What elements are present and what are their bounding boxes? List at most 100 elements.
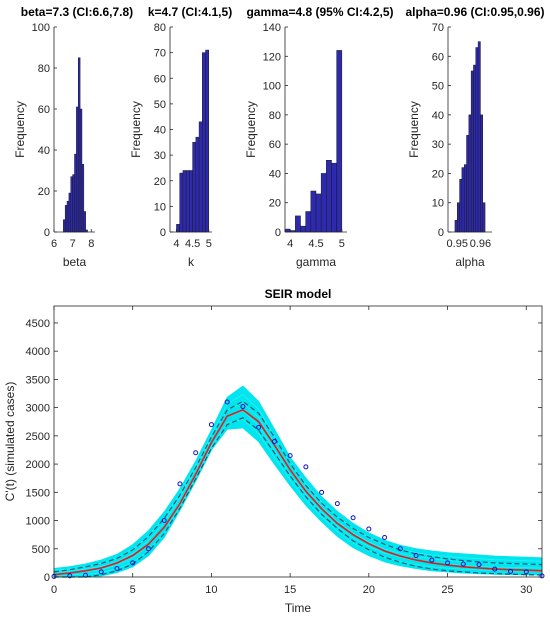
x-tick-label: 4 [173, 238, 179, 250]
y-tick-label: 70 [432, 22, 444, 34]
histogram-bar [202, 52, 206, 233]
histogram-bar [205, 49, 210, 233]
observed-point [256, 424, 262, 430]
observed-point [208, 422, 214, 428]
x-tick-label: 30 [520, 584, 532, 596]
x-tick-label: 4.5 [185, 238, 200, 250]
simulation-line [53, 402, 543, 573]
chart-title: SEIR model [265, 287, 332, 301]
observed-point [334, 501, 340, 507]
x-tick-label: 5 [130, 584, 136, 596]
x-tick-label: 0.96 [470, 238, 491, 250]
x-axis-label: gamma [296, 255, 336, 269]
y-tick-label: 30 [432, 139, 444, 151]
histogram-bar [310, 190, 317, 233]
y-tick-label: 3000 [26, 403, 50, 415]
y-axis-label: Frequency [244, 101, 258, 158]
y-tick-label: 120 [263, 51, 281, 63]
x-tick-label: 0 [51, 584, 57, 596]
y-axis-label: Frequency [129, 101, 143, 158]
histogram-bar [74, 153, 77, 233]
observed-point [366, 526, 372, 532]
histogram-bar [68, 192, 72, 233]
observed-point [413, 553, 419, 559]
observed-point [271, 439, 277, 444]
observed-point [492, 566, 498, 572]
y-tick-label: 10 [432, 198, 444, 210]
histogram-bar [83, 211, 86, 233]
y-tick-label: 20 [38, 186, 50, 198]
histogram-bar [77, 57, 81, 233]
mean-line [53, 408, 543, 576]
y-tick-label: 0 [160, 227, 166, 239]
histogram-bar [66, 201, 70, 233]
observed-point [130, 560, 136, 566]
observed-point [161, 518, 167, 524]
y-tick-label: 70 [154, 48, 166, 60]
y-tick-label: 140 [263, 22, 281, 34]
histogram-bar [198, 121, 203, 233]
y-tick-label: 100 [263, 81, 281, 93]
x-tick-label: 15 [284, 584, 296, 596]
observed-point [145, 546, 151, 552]
y-tick-label: 20 [432, 168, 444, 180]
histogram-bar [457, 202, 460, 233]
observed-point [177, 481, 183, 487]
y-tick-label: 20 [269, 198, 281, 210]
observed-point [240, 403, 246, 409]
histogram-bar [81, 164, 85, 233]
histogram-bar [477, 41, 481, 233]
x-axis-label: beta [63, 255, 87, 269]
observed-point [460, 561, 466, 567]
observed-point [98, 569, 104, 575]
histogram-bar [461, 167, 465, 233]
histogram-bar [466, 135, 470, 233]
x-tick-label: 4.5 [308, 238, 323, 250]
y-tick-label: 2500 [26, 431, 50, 443]
y-tick-label: 0 [438, 227, 444, 239]
observed-point [224, 399, 230, 405]
x-tick-label: 10 [205, 584, 217, 596]
y-tick-label: 10 [154, 201, 166, 213]
y-tick-label: 0 [44, 572, 50, 584]
seir-chart: 0 500 1000 1500 2000 2500 3000 3500 4000 4500 0 5 10… [3, 287, 545, 615]
observed-point [114, 566, 120, 572]
y-tick-label: 60 [154, 73, 166, 85]
x-tick-label: 7 [70, 238, 76, 250]
histogram-bar [176, 224, 180, 233]
y-tick-label: 4000 [26, 346, 50, 358]
simulation-line [53, 394, 543, 571]
ci-upper-line [53, 400, 543, 573]
observed-point [508, 568, 514, 574]
observed-point [350, 515, 356, 521]
y-tick-label: 40 [154, 125, 166, 137]
ci-lower-line [54, 417, 543, 578]
histogram-bar [468, 114, 472, 233]
histogram-bar [300, 225, 306, 233]
histogram-bar [182, 170, 187, 233]
plot-area [54, 306, 542, 577]
y-tick-label: 1000 [26, 516, 50, 528]
x-tick-label: 5 [339, 238, 345, 250]
x-axis-label: Time [285, 601, 312, 615]
y-tick-label: 20 [154, 176, 166, 188]
observed-point [397, 546, 403, 552]
histogram-bar [331, 162, 337, 233]
histogram-bar [284, 228, 291, 233]
histogram-bar [305, 211, 312, 233]
y-tick-label: 0 [44, 227, 50, 239]
histogram-bar [63, 219, 66, 233]
y-tick-label: 3500 [26, 374, 50, 386]
x-tick-label: 20 [363, 584, 375, 596]
panel-title: gamma=4.8 (95% CI:4.2,5) [246, 5, 393, 19]
panel-title: beta=7.3 (CI:6.6,7.8) [21, 5, 133, 19]
simulation-line [53, 410, 543, 574]
observed-point [319, 489, 325, 495]
histogram-bar [189, 170, 193, 233]
histogram-bar [192, 142, 197, 233]
y-tick-label: 80 [269, 110, 281, 122]
histogram-bar [459, 179, 463, 233]
